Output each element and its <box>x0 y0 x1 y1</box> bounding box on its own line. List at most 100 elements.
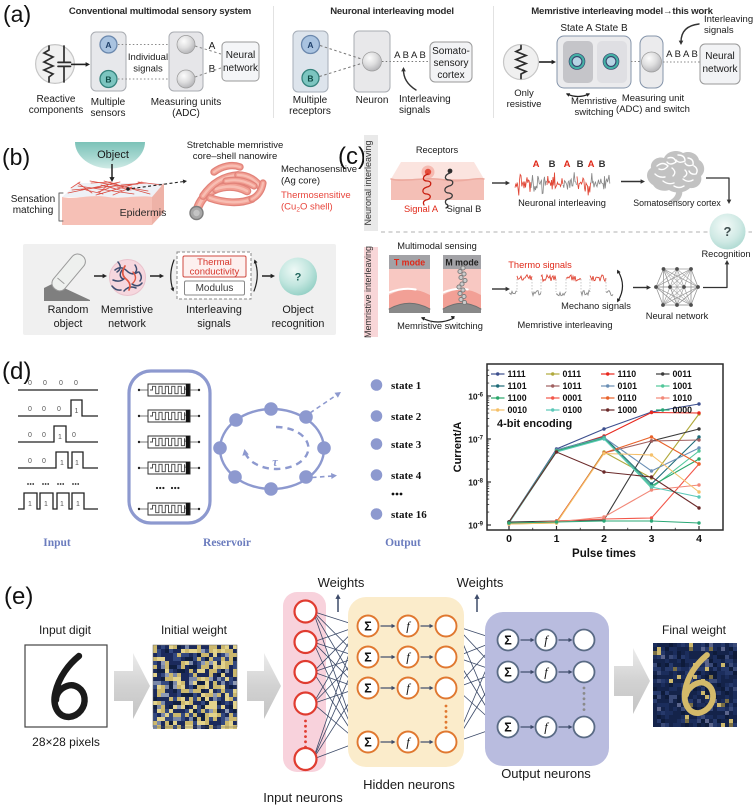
svg-text:A: A <box>533 159 540 170</box>
svg-text:1: 1 <box>60 460 64 467</box>
svg-text:Output neurons: Output neurons <box>501 766 591 781</box>
svg-text:state 1: state 1 <box>391 380 421 392</box>
svg-text:f: f <box>544 666 549 680</box>
svg-text:Weights: Weights <box>457 575 504 590</box>
svg-text:Neuronal interleaving: Neuronal interleaving <box>363 140 373 225</box>
svg-text:B: B <box>599 159 606 170</box>
svg-text:Σ: Σ <box>504 721 512 735</box>
svg-text:(d): (d) <box>2 358 31 385</box>
svg-text:matching: matching <box>13 205 54 216</box>
svg-text:Interleaving: Interleaving <box>186 304 242 316</box>
svg-text:components: components <box>29 105 83 116</box>
svg-text:0110: 0110 <box>618 393 637 403</box>
svg-text:Neuronal interleaving: Neuronal interleaving <box>518 198 606 208</box>
svg-text:network: network <box>702 64 738 75</box>
svg-text:4: 4 <box>696 533 702 545</box>
svg-text:(Cu2O shell): (Cu2O shell) <box>281 202 333 214</box>
svg-text:Signal A: Signal A <box>404 204 439 214</box>
svg-text:Input: Input <box>43 537 71 549</box>
svg-text:Object: Object <box>97 149 129 161</box>
svg-text:receptors: receptors <box>289 106 331 117</box>
svg-text:Initial weight: Initial weight <box>161 623 228 637</box>
svg-text:Input digit: Input digit <box>39 623 92 637</box>
svg-text:state 16: state 16 <box>391 509 427 521</box>
svg-text:signals: signals <box>133 64 163 75</box>
svg-text:Epidermis: Epidermis <box>120 207 167 219</box>
svg-text:Pulse times: Pulse times <box>572 548 636 560</box>
svg-text:Mechano signals: Mechano signals <box>561 301 631 311</box>
svg-text:sensors: sensors <box>90 108 125 119</box>
svg-text:Σ: Σ <box>504 666 512 680</box>
svg-text:f: f <box>406 736 411 750</box>
svg-text:M mode: M mode <box>445 258 478 268</box>
svg-text:A: A <box>105 40 111 50</box>
svg-text:Multiple: Multiple <box>91 97 126 108</box>
svg-text:0010: 0010 <box>508 405 528 415</box>
svg-text:Random: Random <box>48 304 89 316</box>
svg-text:network: network <box>108 318 146 330</box>
svg-text:Reactive: Reactive <box>37 94 76 105</box>
svg-text:Modulus: Modulus <box>196 283 234 294</box>
svg-text:Memristive interleaving model→: Memristive interleaving model→this work <box>531 6 713 17</box>
svg-text:Thermal: Thermal <box>197 257 232 268</box>
svg-text:Neural network: Neural network <box>646 311 709 321</box>
svg-text:Object: Object <box>282 304 313 316</box>
svg-text:f: f <box>544 721 549 735</box>
svg-text:Input neurons: Input neurons <box>263 790 343 805</box>
svg-text:f: f <box>406 651 411 665</box>
svg-text:T mode: T mode <box>394 258 425 268</box>
svg-text:0: 0 <box>28 458 32 465</box>
svg-text:Thermo signals: Thermo signals <box>508 260 572 270</box>
svg-text:Interleaving: Interleaving <box>704 14 753 25</box>
svg-text:Weights: Weights <box>318 575 365 590</box>
svg-text:conductivity: conductivity <box>190 267 240 278</box>
svg-text:Multimodal sensing: Multimodal sensing <box>397 241 477 251</box>
svg-text:B: B <box>577 159 584 170</box>
svg-text:switching: switching <box>574 107 613 118</box>
svg-text:τ: τ <box>272 455 278 469</box>
svg-text:signals: signals <box>197 318 231 330</box>
svg-text:Memristive interleaving: Memristive interleaving <box>363 246 373 338</box>
svg-text:state 2: state 2 <box>391 411 422 423</box>
svg-text:0000: 0000 <box>673 405 693 415</box>
svg-text:(c): (c) <box>338 143 366 170</box>
svg-text:Memristive interleaving: Memristive interleaving <box>517 320 612 330</box>
svg-text:Only: Only <box>514 88 534 99</box>
svg-text:object: object <box>54 318 83 330</box>
svg-text:Recognition: Recognition <box>701 249 750 259</box>
svg-text:B: B <box>105 75 111 85</box>
svg-text:1: 1 <box>60 501 64 508</box>
svg-text:Signal B: Signal B <box>447 204 482 214</box>
svg-text:Σ: Σ <box>364 682 372 696</box>
svg-text:State A State B: State A State B <box>560 23 628 34</box>
svg-text:(ADC): (ADC) <box>172 108 200 119</box>
svg-text:0: 0 <box>74 380 78 387</box>
svg-text:Σ: Σ <box>504 634 512 648</box>
svg-text:2: 2 <box>601 533 607 545</box>
svg-text:B: B <box>549 159 556 170</box>
svg-text:A: A <box>209 41 216 52</box>
svg-text:0: 0 <box>59 380 63 387</box>
svg-text:A: A <box>564 159 571 170</box>
svg-text:state 4: state 4 <box>391 470 422 482</box>
svg-text:1: 1 <box>76 501 80 508</box>
svg-text:28×28 pixels: 28×28 pixels <box>32 735 100 749</box>
svg-text:Conventional multimodal sensor: Conventional multimodal sensory system <box>69 6 251 17</box>
svg-text:0001: 0001 <box>563 393 583 403</box>
svg-text:resistive: resistive <box>507 99 542 110</box>
svg-text:Memristive switching: Memristive switching <box>397 321 483 331</box>
svg-text:?: ? <box>295 272 302 284</box>
svg-text:0: 0 <box>28 432 32 439</box>
svg-text:Stretchable memristive: Stretchable memristive <box>187 140 284 151</box>
svg-text:0: 0 <box>28 406 32 413</box>
svg-text:(Ag core): (Ag core) <box>281 176 320 187</box>
svg-text:signals: signals <box>704 25 734 36</box>
svg-text:network: network <box>223 63 259 74</box>
svg-text:A B A B: A B A B <box>394 50 426 61</box>
svg-text:Somato-: Somato- <box>432 46 470 57</box>
svg-text:Somatosensory cortex: Somatosensory cortex <box>633 198 721 208</box>
svg-text:A B A B: A B A B <box>666 49 698 60</box>
svg-text:Hidden neurons: Hidden neurons <box>363 777 455 792</box>
svg-text:0: 0 <box>42 432 46 439</box>
svg-text:1: 1 <box>58 434 62 441</box>
